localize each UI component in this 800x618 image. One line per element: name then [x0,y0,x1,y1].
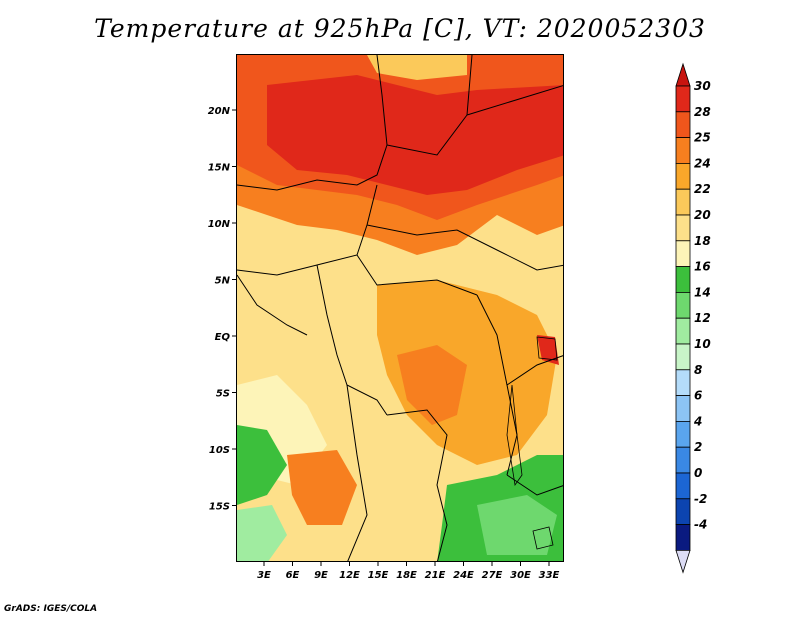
latitude-axis: 20N 15N 10N 5N EQ 5S 10S 15S [208,106,236,513]
colorbar-swatch [675,343,691,371]
field-24-central [377,280,557,465]
lon-tick-label: 30E [510,570,531,581]
lat-tick-label: EQ [215,332,231,343]
colorbar-label: -2 [694,492,707,506]
colorbar-label: 2 [694,440,702,454]
field-25-sw [287,450,357,525]
lon-tick-label: 15E [368,570,389,581]
colorbar-swatch [675,137,691,164]
lat-tick-label: 10N [208,219,231,230]
colorbar-label: 12 [694,311,711,325]
colorbar-swatch [675,291,691,319]
colorbar-top-arrow [675,62,691,87]
lon-tick-label: 9E [314,570,328,581]
lon-tick-label: 27E [482,570,503,581]
colorbar-label: 22 [694,182,711,196]
field-14-se [477,495,557,555]
lon-tick-label: 33E [539,570,560,581]
longitude-axis: 3E 6E 9E 12E 15E 18E 21E 24E 27E 30E 33E [257,562,560,581]
field-30-east [537,335,559,365]
field-25-central [397,345,467,425]
colorbar-swatch [675,446,691,474]
field-22-north [367,55,467,80]
field-12-sw [237,505,287,561]
colorbar-swatch [675,266,691,293]
colorbar-swatch [675,240,691,268]
credit-text: GrADS: IGES/COLA [4,604,98,614]
colorbar-label: 6 [694,389,702,403]
colorbar-swatch [675,420,691,448]
lat-tick-label: 10S [209,445,230,456]
colorbar-label: 4 [693,414,702,428]
colorbar-label: 28 [694,105,711,119]
colorbar-swatch [675,85,691,113]
lon-tick-label: 24E [453,570,474,581]
colorbar-swatch [675,214,691,242]
lon-tick-label: 18E [396,570,417,581]
colorbar-label: -4 [694,518,707,532]
temperature-map [236,54,564,562]
lon-tick-label: 3E [257,570,271,581]
colorbar-label: 0 [694,466,702,480]
colorbar-swatch [675,317,691,345]
colorbar-label: 24 [694,156,711,170]
lake-outlines [506,336,558,550]
colorbar-swatch [675,369,691,396]
field-30 [267,75,563,195]
lat-tick-label: 15S [209,502,230,513]
colorbar-swatch [675,498,691,525]
colorbar-label: 14 [694,285,711,299]
colorbar-swatch [675,395,691,422]
colorbar-label: 10 [694,337,711,351]
lat-tick-label: 5N [215,276,231,287]
plot-title: Temperature at 925hPa [C], VT: 202005230… [94,14,706,43]
colorbar-bottom-arrow [675,550,691,574]
colorbar-label: 8 [694,363,702,377]
colorbar-label: 25 [694,131,711,145]
lon-tick-label: 12E [339,570,360,581]
colorbar-swatch [675,111,691,139]
colorbar-label: 16 [694,260,711,274]
lat-tick-label: 15N [208,163,231,174]
colorbar-swatch [675,188,691,216]
colorbar-swatch [675,472,691,500]
map-field [237,55,563,561]
lon-tick-label: 6E [286,570,300,581]
lat-tick-label: 20N [208,106,231,117]
colorbar-label: 30 [694,79,711,93]
colorbar-label: 18 [694,234,711,248]
colorbar-swatch [675,162,691,190]
lat-tick-label: 5S [216,389,230,400]
field-16-west [237,425,287,505]
colorbar-label: 20 [694,208,711,222]
lon-tick-label: 21E [425,570,446,581]
colorbar-swatch [675,524,691,551]
